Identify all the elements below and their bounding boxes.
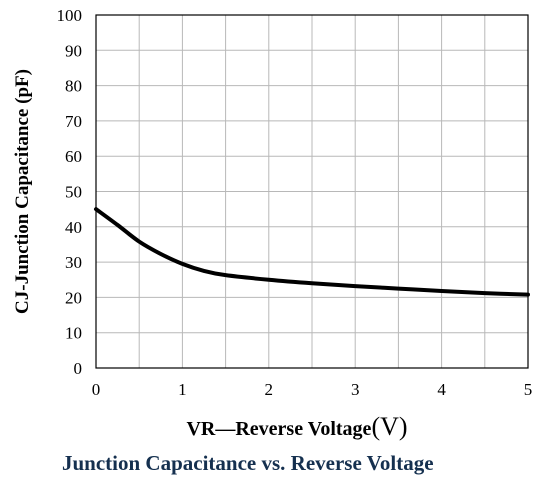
y-tick-labels: 0 10 20 30 40 50 60 70 80 90 100 — [57, 6, 83, 378]
y-tick-label: 100 — [57, 6, 83, 25]
y-tick-label: 50 — [65, 183, 82, 202]
y-tick-label: 10 — [65, 324, 82, 343]
y-tick-label: 0 — [74, 359, 83, 378]
series-line — [94, 207, 530, 297]
y-tick-label: 70 — [65, 112, 82, 131]
x-axis-label-unit: (V) — [371, 412, 408, 441]
y-tick-label: 30 — [65, 253, 82, 272]
y-tick-label: 20 — [65, 288, 82, 307]
chart-title: Junction Capacitance vs. Reverse Voltage — [62, 451, 434, 475]
x-tick-label: 3 — [351, 380, 360, 399]
x-axis-label-text: VR—Reverse Voltage — [186, 418, 372, 440]
x-tick-label: 0 — [92, 380, 101, 399]
plot-frame — [95, 14, 529, 369]
y-tick-label: 80 — [65, 77, 82, 96]
x-axis-label: VR—Reverse Voltage(V) — [0, 412, 534, 442]
grid-lines — [95, 14, 529, 369]
x-tick-label: 4 — [437, 380, 446, 399]
y-tick-label: 40 — [65, 218, 82, 237]
y-tick-label: 90 — [65, 41, 82, 60]
data-series — [94, 207, 530, 297]
y-tick-label: 60 — [65, 147, 82, 166]
x-tick-labels: 0 1 2 3 4 5 — [92, 380, 533, 399]
x-tick-label: 5 — [524, 380, 533, 399]
x-tick-label: 1 — [178, 380, 187, 399]
x-tick-label: 2 — [265, 380, 274, 399]
y-axis-label: CJ-Junction Capacitance (pF) — [12, 69, 33, 314]
